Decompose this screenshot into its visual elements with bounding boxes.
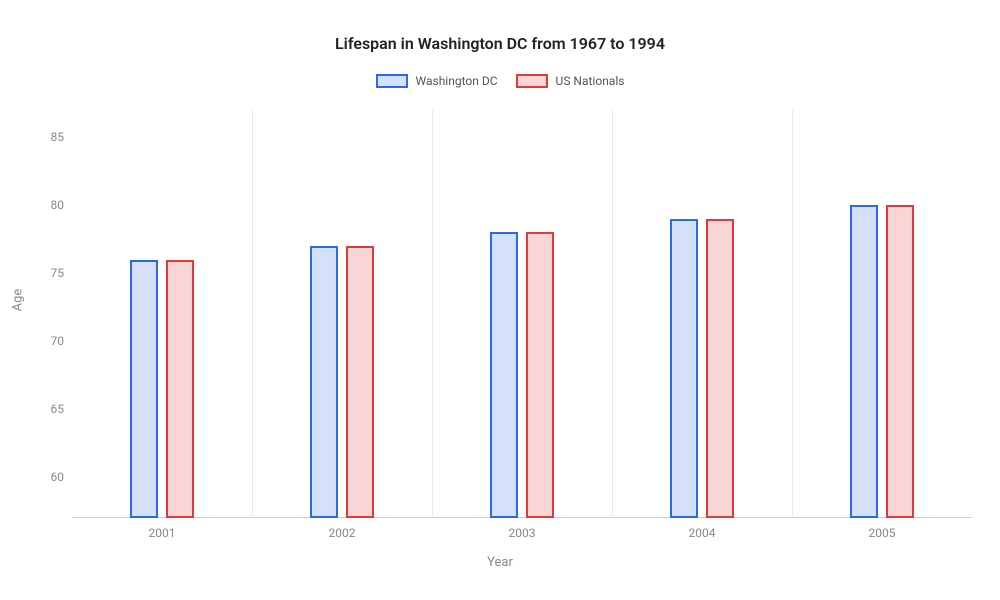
bar: [850, 205, 878, 518]
x-tick-label: 2004: [689, 526, 716, 540]
bar: [490, 232, 518, 518]
x-tick-label: 2005: [869, 526, 896, 540]
gridline-v: [432, 110, 433, 518]
y-axis-title: Age: [11, 289, 26, 312]
legend-label: US Nationals: [556, 74, 625, 88]
x-tick-label: 2002: [329, 526, 356, 540]
bar: [670, 219, 698, 518]
y-tick-label: 70: [24, 334, 64, 348]
y-tick-label: 65: [24, 402, 64, 416]
bar: [526, 232, 554, 518]
bar: [886, 205, 914, 518]
legend-item: US Nationals: [516, 74, 625, 88]
gridline-v: [252, 110, 253, 518]
gridline-v: [792, 110, 793, 518]
y-tick-label: 80: [24, 198, 64, 212]
chart-container: Lifespan in Washington DC from 1967 to 1…: [0, 0, 1000, 600]
y-tick-label: 75: [24, 266, 64, 280]
plot-area: [72, 110, 972, 518]
chart-title: Lifespan in Washington DC from 1967 to 1…: [0, 34, 1000, 53]
x-axis-title: Year: [0, 555, 1000, 570]
y-tick-label: 85: [24, 130, 64, 144]
bar: [130, 260, 158, 518]
legend-label: Washington DC: [416, 74, 498, 88]
bar: [166, 260, 194, 518]
legend-swatch-0: [376, 74, 408, 88]
x-tick-label: 2003: [509, 526, 536, 540]
x-tick-label: 2001: [149, 526, 176, 540]
gridline-v: [612, 110, 613, 518]
legend: Washington DC US Nationals: [0, 74, 1000, 88]
x-axis-line: [72, 517, 972, 518]
y-tick-label: 60: [24, 470, 64, 484]
legend-item: Washington DC: [376, 74, 498, 88]
bar: [706, 219, 734, 518]
bar: [346, 246, 374, 518]
bar: [310, 246, 338, 518]
legend-swatch-1: [516, 74, 548, 88]
